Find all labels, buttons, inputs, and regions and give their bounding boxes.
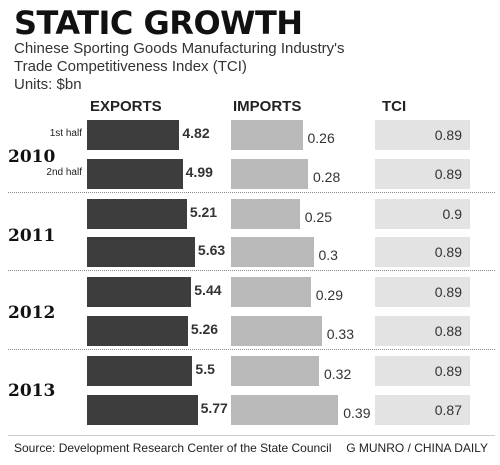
tci-value-label: 0.89 bbox=[434, 363, 462, 379]
imports-value-label: 0.29 bbox=[315, 287, 343, 303]
exports-value-label: 4.99 bbox=[185, 164, 213, 180]
year-separator bbox=[8, 270, 495, 271]
column-header-exports: EXPORTS bbox=[90, 98, 162, 115]
imports-bar bbox=[231, 199, 300, 229]
imports-value-label: 0.39 bbox=[343, 405, 371, 421]
exports-value-label: 4.82 bbox=[182, 125, 210, 141]
exports-value-label: 5.5 bbox=[195, 361, 215, 377]
imports-bar bbox=[231, 316, 322, 346]
imports-bar bbox=[231, 237, 314, 267]
tci-bar bbox=[375, 199, 470, 229]
tci-value-label: 0.9 bbox=[442, 206, 462, 222]
exports-bar bbox=[87, 120, 180, 150]
exports-bar bbox=[87, 237, 195, 267]
exports-bar bbox=[87, 159, 183, 189]
imports-bar bbox=[231, 356, 319, 386]
source-note: Source: Development Research Center of t… bbox=[14, 441, 332, 455]
credit-note: G MUNRO / CHINA DAILY bbox=[346, 441, 488, 455]
column-header-tci: TCI bbox=[382, 98, 407, 115]
tci-bar bbox=[375, 316, 470, 346]
tci-value-label: 0.89 bbox=[434, 244, 462, 260]
imports-bar bbox=[231, 159, 308, 189]
tci-bar bbox=[375, 159, 470, 189]
exports-value-label: 5.44 bbox=[194, 282, 222, 298]
subtitle-line1: Chinese Sporting Goods Manufacturing Ind… bbox=[14, 40, 345, 57]
tci-bar bbox=[375, 356, 470, 386]
units-label: Units: $bn bbox=[14, 76, 82, 93]
imports-value-label: 0.28 bbox=[313, 169, 341, 185]
year-separator bbox=[8, 349, 495, 350]
tci-bar bbox=[375, 395, 470, 425]
exports-bar bbox=[87, 199, 187, 229]
year-label: 2013 bbox=[8, 381, 56, 401]
tci-bar bbox=[375, 237, 470, 267]
year-label: 2012 bbox=[8, 303, 56, 323]
subtitle-line2: Trade Competitiveness Index (TCI) bbox=[14, 58, 247, 75]
tci-value-label: 0.89 bbox=[434, 127, 462, 143]
imports-bar bbox=[231, 395, 339, 425]
exports-bar bbox=[87, 395, 198, 425]
half-label: 1st half bbox=[49, 128, 82, 139]
footer-divider bbox=[8, 435, 495, 436]
exports-bar bbox=[87, 356, 193, 386]
tci-value-label: 0.87 bbox=[434, 402, 462, 418]
tci-value-label: 0.89 bbox=[434, 284, 462, 300]
chart-title: STATIC GROWTH bbox=[14, 4, 303, 42]
exports-value-label: 5.77 bbox=[200, 400, 228, 416]
year-separator bbox=[8, 192, 495, 193]
imports-value-label: 0.25 bbox=[304, 209, 332, 225]
half-label: 2nd half bbox=[46, 167, 82, 178]
imports-value-label: 0.33 bbox=[326, 326, 354, 342]
tci-bar bbox=[375, 277, 470, 307]
imports-value-label: 0.26 bbox=[307, 130, 335, 146]
tci-bar bbox=[375, 120, 470, 150]
imports-value-label: 0.3 bbox=[318, 247, 338, 263]
exports-value-label: 5.21 bbox=[189, 204, 218, 220]
imports-bar bbox=[231, 120, 303, 150]
year-label: 2010 bbox=[8, 147, 56, 167]
tci-value-label: 0.88 bbox=[434, 323, 462, 339]
column-header-imports: IMPORTS bbox=[233, 98, 302, 115]
exports-bar bbox=[87, 277, 192, 307]
tci-value-label: 0.89 bbox=[434, 166, 462, 182]
exports-value-label: 5.26 bbox=[190, 321, 219, 337]
exports-bar bbox=[87, 316, 188, 346]
exports-value-label: 5.63 bbox=[197, 242, 226, 258]
imports-bar bbox=[231, 277, 311, 307]
imports-value-label: 0.32 bbox=[324, 366, 352, 382]
year-label: 2011 bbox=[8, 226, 56, 246]
